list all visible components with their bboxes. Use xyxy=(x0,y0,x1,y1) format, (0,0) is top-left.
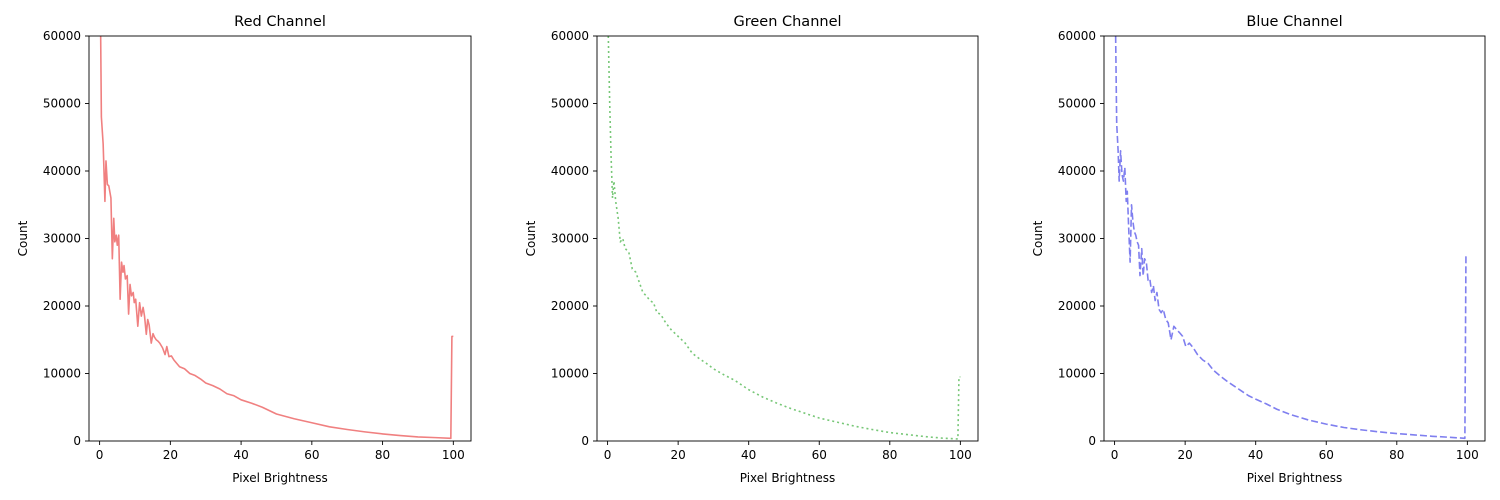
series-line xyxy=(1114,36,1468,440)
x-tick-label: 100 xyxy=(949,448,972,462)
y-tick-label: 20000 xyxy=(43,299,81,313)
y-tick-label: 60000 xyxy=(43,29,81,43)
y-tick-label: 30000 xyxy=(43,232,81,246)
x-axis-label: Pixel Brightness xyxy=(232,471,328,485)
y-axis-label: Count xyxy=(16,220,30,256)
y-tick-label: 40000 xyxy=(43,164,81,178)
x-tick-label: 80 xyxy=(1389,448,1404,462)
x-tick-label: 60 xyxy=(304,448,319,462)
y-axis-label: Count xyxy=(524,220,538,256)
x-tick-label: 20 xyxy=(163,448,178,462)
plot-frame xyxy=(1103,35,1486,442)
x-tick-label: 0 xyxy=(1111,448,1119,462)
x-tick-label: 40 xyxy=(741,448,756,462)
chart-title: Green Channel xyxy=(733,14,841,30)
plot-frame xyxy=(596,35,979,442)
chart-panel-2: 0 20 40 60 80 100 0 10000 20000 30000 40000 50000 60… xyxy=(524,14,979,485)
chart-panel-3: 0 20 40 60 80 100 0 10000 20000 30000 40000 50000 60… xyxy=(1031,14,1486,485)
y-tick-label: 30000 xyxy=(1058,232,1096,246)
x-tick-label: 40 xyxy=(1248,448,1263,462)
x-axis-label: Pixel Brightness xyxy=(740,471,836,485)
y-tick-label: 40000 xyxy=(1058,164,1096,178)
x-tick-label: 80 xyxy=(882,448,897,462)
y-tick-label: 50000 xyxy=(1058,97,1096,111)
x-tick-label: 100 xyxy=(442,448,465,462)
y-tick-label: 0 xyxy=(1088,434,1096,448)
plot-frame xyxy=(88,35,472,442)
chart-panel-1: 0 20 40 60 80 100 0 10000 20000 30000 40000 50000 60… xyxy=(16,14,472,485)
x-tick-label: 0 xyxy=(604,448,612,462)
y-tick-label: 40000 xyxy=(551,164,589,178)
y-tick-label: 10000 xyxy=(1058,367,1096,381)
x-axis-label: Pixel Brightness xyxy=(1247,471,1343,485)
x-tick-label: 80 xyxy=(375,448,390,462)
y-tick-label: 10000 xyxy=(43,367,81,381)
y-tick-label: 0 xyxy=(581,434,589,448)
series-line xyxy=(99,36,454,440)
x-tick-label: 60 xyxy=(1319,448,1334,462)
y-tick-label: 60000 xyxy=(1058,29,1096,43)
x-tick-label: 20 xyxy=(1177,448,1192,462)
x-tick-label: 20 xyxy=(670,448,685,462)
y-axis-label: Count xyxy=(1031,220,1045,256)
y-tick-label: 30000 xyxy=(551,232,589,246)
series-line xyxy=(607,36,961,440)
y-tick-label: 60000 xyxy=(551,29,589,43)
y-tick-label: 20000 xyxy=(551,299,589,313)
x-tick-label: 0 xyxy=(96,448,104,462)
x-tick-label: 60 xyxy=(812,448,827,462)
chart-title: Red Channel xyxy=(234,14,326,30)
y-tick-label: 50000 xyxy=(551,97,589,111)
y-tick-label: 10000 xyxy=(551,367,589,381)
chart-title: Blue Channel xyxy=(1246,14,1342,30)
x-tick-label: 100 xyxy=(1456,448,1479,462)
y-tick-label: 0 xyxy=(73,434,81,448)
x-tick-label: 40 xyxy=(233,448,248,462)
y-tick-label: 20000 xyxy=(1058,299,1096,313)
y-tick-label: 50000 xyxy=(43,97,81,111)
